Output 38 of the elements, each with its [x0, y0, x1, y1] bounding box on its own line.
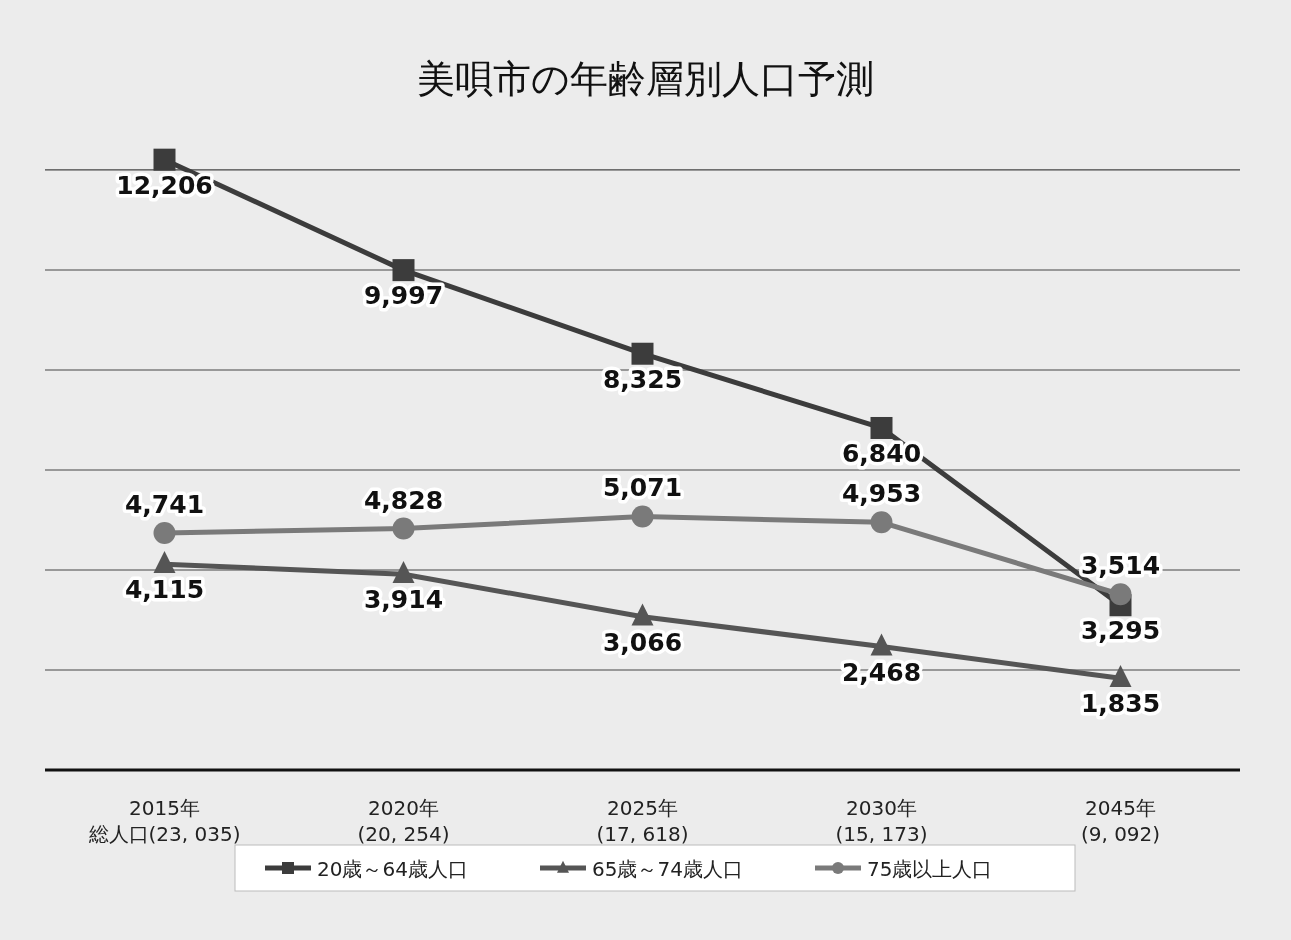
data-label: 3,514 — [1080, 551, 1161, 581]
data-label: 6,840 — [841, 438, 922, 468]
point — [870, 511, 893, 534]
legend-label: 20歳～64歳人口 — [317, 857, 468, 881]
data-label: 4,828 — [363, 485, 444, 515]
data-label: 4,741 — [124, 489, 205, 519]
data-label: 9,997 — [363, 281, 444, 311]
data-label: 12,206 — [116, 170, 213, 200]
point — [1109, 665, 1132, 688]
point — [631, 342, 654, 365]
data-label: 4,115 — [124, 575, 205, 605]
x-tick-label: 2020年(20, 254) — [357, 796, 450, 846]
point — [631, 603, 654, 626]
data-label: 1,835 — [1080, 689, 1161, 719]
data-label: 2,468 — [841, 657, 922, 687]
point — [870, 633, 893, 656]
data-label: 3,066 — [602, 627, 683, 657]
point — [392, 517, 415, 540]
point — [870, 416, 893, 439]
chart-title: 美唄市の年齢層別人口予測 — [417, 57, 874, 101]
x-tick-label: 2015年総人口(23, 035) — [87, 796, 241, 846]
point — [153, 148, 176, 171]
data-label: 3,295 — [1080, 616, 1161, 646]
legend-label: 75歳以上人口 — [867, 857, 993, 881]
data-label: 5,071 — [602, 473, 683, 503]
x-tick-label: 2045年(9, 092) — [1080, 796, 1161, 846]
x-tick-label: 2025年(17, 618) — [596, 796, 689, 846]
data-label: 8,325 — [602, 364, 683, 394]
point — [392, 259, 415, 282]
point — [153, 551, 176, 574]
point — [631, 505, 654, 528]
point — [153, 521, 176, 544]
x-tick-label: 2030年(15, 173) — [835, 796, 928, 846]
point — [392, 561, 415, 584]
point — [1109, 583, 1132, 606]
data-label: 4,953 — [841, 479, 922, 509]
data-label: 3,914 — [363, 585, 444, 615]
legend-label: 65歳～74歳人口 — [592, 857, 743, 881]
